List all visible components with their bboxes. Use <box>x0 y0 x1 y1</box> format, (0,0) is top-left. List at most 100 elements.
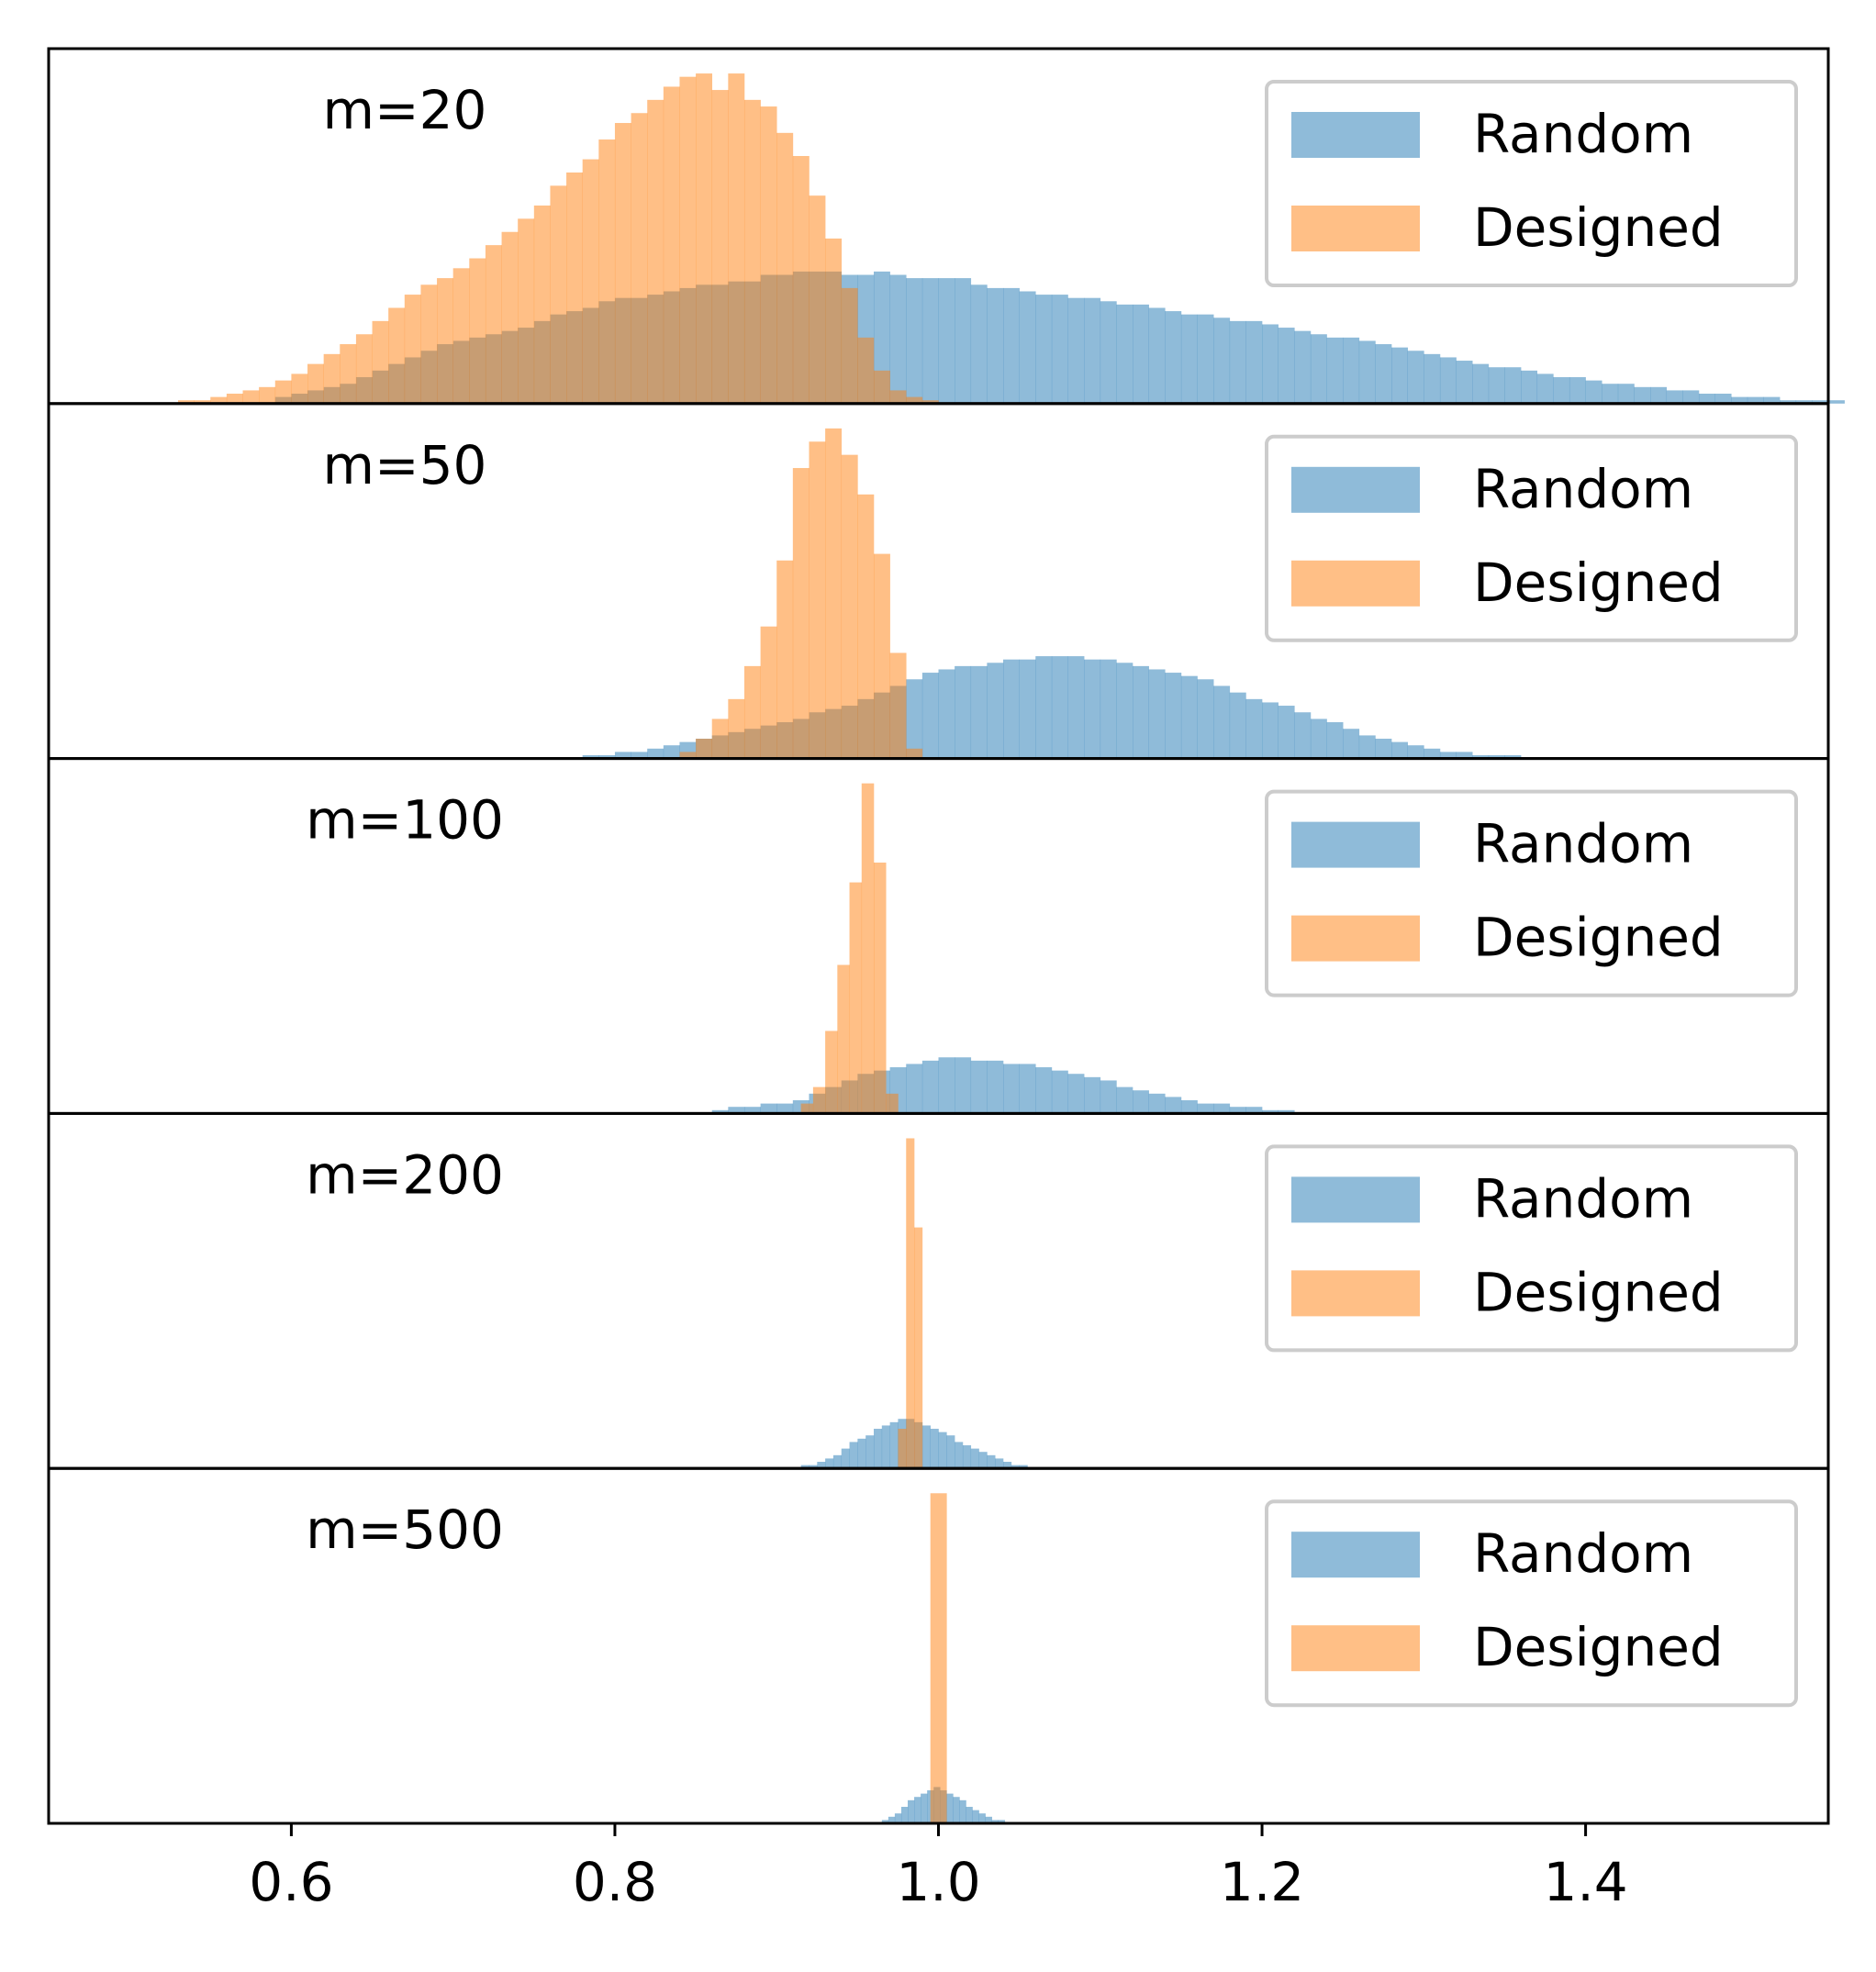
histogram-bar <box>728 698 745 759</box>
histogram-bar <box>1148 1093 1166 1114</box>
legend-swatch-designed <box>1291 1625 1420 1672</box>
histogram-bar <box>959 1799 966 1823</box>
histogram-bar <box>1439 357 1457 404</box>
legend[interactable]: Random Designed <box>1265 789 1798 997</box>
legend-swatch-designed <box>1291 915 1420 962</box>
legend[interactable]: Random Designed <box>1265 80 1798 287</box>
histogram-bar <box>1731 396 1748 404</box>
histogram-bar <box>760 1103 777 1114</box>
histogram-bar <box>886 1093 899 1114</box>
histogram-bar <box>1165 311 1182 404</box>
x-tick-label: 0.6 <box>249 1851 333 1913</box>
histogram-bar <box>873 370 890 404</box>
histogram-bar <box>914 1227 923 1469</box>
histogram-bar <box>533 205 551 404</box>
histogram-bar <box>1100 659 1117 759</box>
series-designed <box>898 1138 923 1469</box>
histogram-bar <box>970 665 988 759</box>
histogram-bar <box>809 441 826 759</box>
panel-m-500: m=500 Random Designed <box>47 1466 1830 1825</box>
series-random <box>711 1057 1295 1114</box>
x-axis: 0.6 0.8 1.0 1.2 1.4 <box>249 1823 1628 1913</box>
histogram-bar <box>1585 380 1602 404</box>
histogram-bar <box>800 1465 810 1469</box>
histogram-bar <box>857 494 875 759</box>
histogram-bar <box>914 1797 921 1823</box>
series-designed <box>930 1493 947 1823</box>
panel-label: m=20 <box>323 79 487 141</box>
histogram-bar <box>679 76 697 404</box>
histogram-bar <box>1262 324 1279 404</box>
panel-label: m=100 <box>306 789 504 852</box>
histogram-bar <box>711 90 729 404</box>
histogram-bar <box>1213 685 1231 759</box>
histogram-bar <box>970 284 988 404</box>
histogram-bar <box>711 1109 729 1114</box>
histogram-bar <box>598 755 616 759</box>
histogram-bar <box>485 245 502 404</box>
histogram-bar <box>1003 1064 1020 1114</box>
histogram-bar <box>598 139 616 404</box>
histogram-bar <box>1424 353 1441 404</box>
histogram-bar <box>873 553 890 759</box>
histogram-bar <box>1780 400 1797 404</box>
histogram-bar <box>832 1454 843 1469</box>
histogram-bar <box>825 428 843 759</box>
histogram-bar <box>966 1807 973 1823</box>
legend-label-random: Random <box>1473 103 1693 165</box>
histogram-bar <box>242 390 260 404</box>
histogram-bar <box>1278 706 1295 759</box>
histogram-bar <box>995 1458 1004 1469</box>
histogram-bar <box>1003 1462 1012 1469</box>
histogram-bar <box>647 748 664 759</box>
histogram-bar <box>837 964 850 1114</box>
legend[interactable]: Random Designed <box>1265 434 1798 642</box>
histogram-bar <box>1084 297 1101 404</box>
histogram-bar <box>1617 384 1635 404</box>
histogram-bar <box>1197 314 1214 404</box>
legend-swatch-random <box>1291 112 1420 158</box>
legend[interactable]: Random Designed <box>1265 1499 1798 1708</box>
histogram-bar <box>1358 735 1376 759</box>
panel-label: m=50 <box>323 434 487 496</box>
histogram-bar <box>1262 1109 1279 1114</box>
legend[interactable]: Random Designed <box>1265 1144 1798 1353</box>
histogram-bar <box>978 1452 988 1469</box>
histogram-bar <box>1019 1465 1028 1469</box>
histogram-bar <box>1229 320 1246 404</box>
histogram-bar <box>938 1432 947 1469</box>
histogram-bar <box>631 113 648 404</box>
histogram-bar <box>857 1438 866 1469</box>
histogram-bar <box>501 231 519 404</box>
histogram-bar <box>1602 384 1619 404</box>
histogram-bar <box>1245 320 1263 404</box>
series-designed <box>178 73 939 404</box>
histogram-bar <box>930 1429 939 1469</box>
histogram-bar <box>404 295 421 404</box>
histogram-bar <box>355 334 373 404</box>
histogram-bar <box>760 626 777 759</box>
histogram-bar <box>946 1435 955 1469</box>
histogram-bar <box>226 394 243 404</box>
histogram-bar <box>1553 377 1570 404</box>
histogram-bar <box>970 1060 988 1114</box>
histogram-bar <box>1019 1064 1036 1114</box>
histogram-bar <box>953 1797 960 1823</box>
histogram-bar <box>998 1820 1006 1823</box>
histogram-bar <box>1698 394 1715 404</box>
legend-label-random: Random <box>1473 813 1693 875</box>
histogram-bar <box>1326 337 1344 404</box>
histogram-bar <box>1067 656 1085 759</box>
histogram-bar <box>1245 698 1263 759</box>
histogram-bar <box>1067 297 1085 404</box>
histogram-bar <box>711 719 729 759</box>
histogram-bar <box>1310 334 1327 404</box>
histogram-bar <box>987 1060 1004 1114</box>
histogram-bar <box>469 258 486 404</box>
histogram-bar <box>388 307 406 404</box>
histogram-bar <box>1003 659 1020 759</box>
histogram-bar <box>743 99 761 404</box>
histogram-bar <box>921 278 939 404</box>
histogram-bar <box>873 863 887 1114</box>
histogram-bar <box>1407 745 1424 759</box>
